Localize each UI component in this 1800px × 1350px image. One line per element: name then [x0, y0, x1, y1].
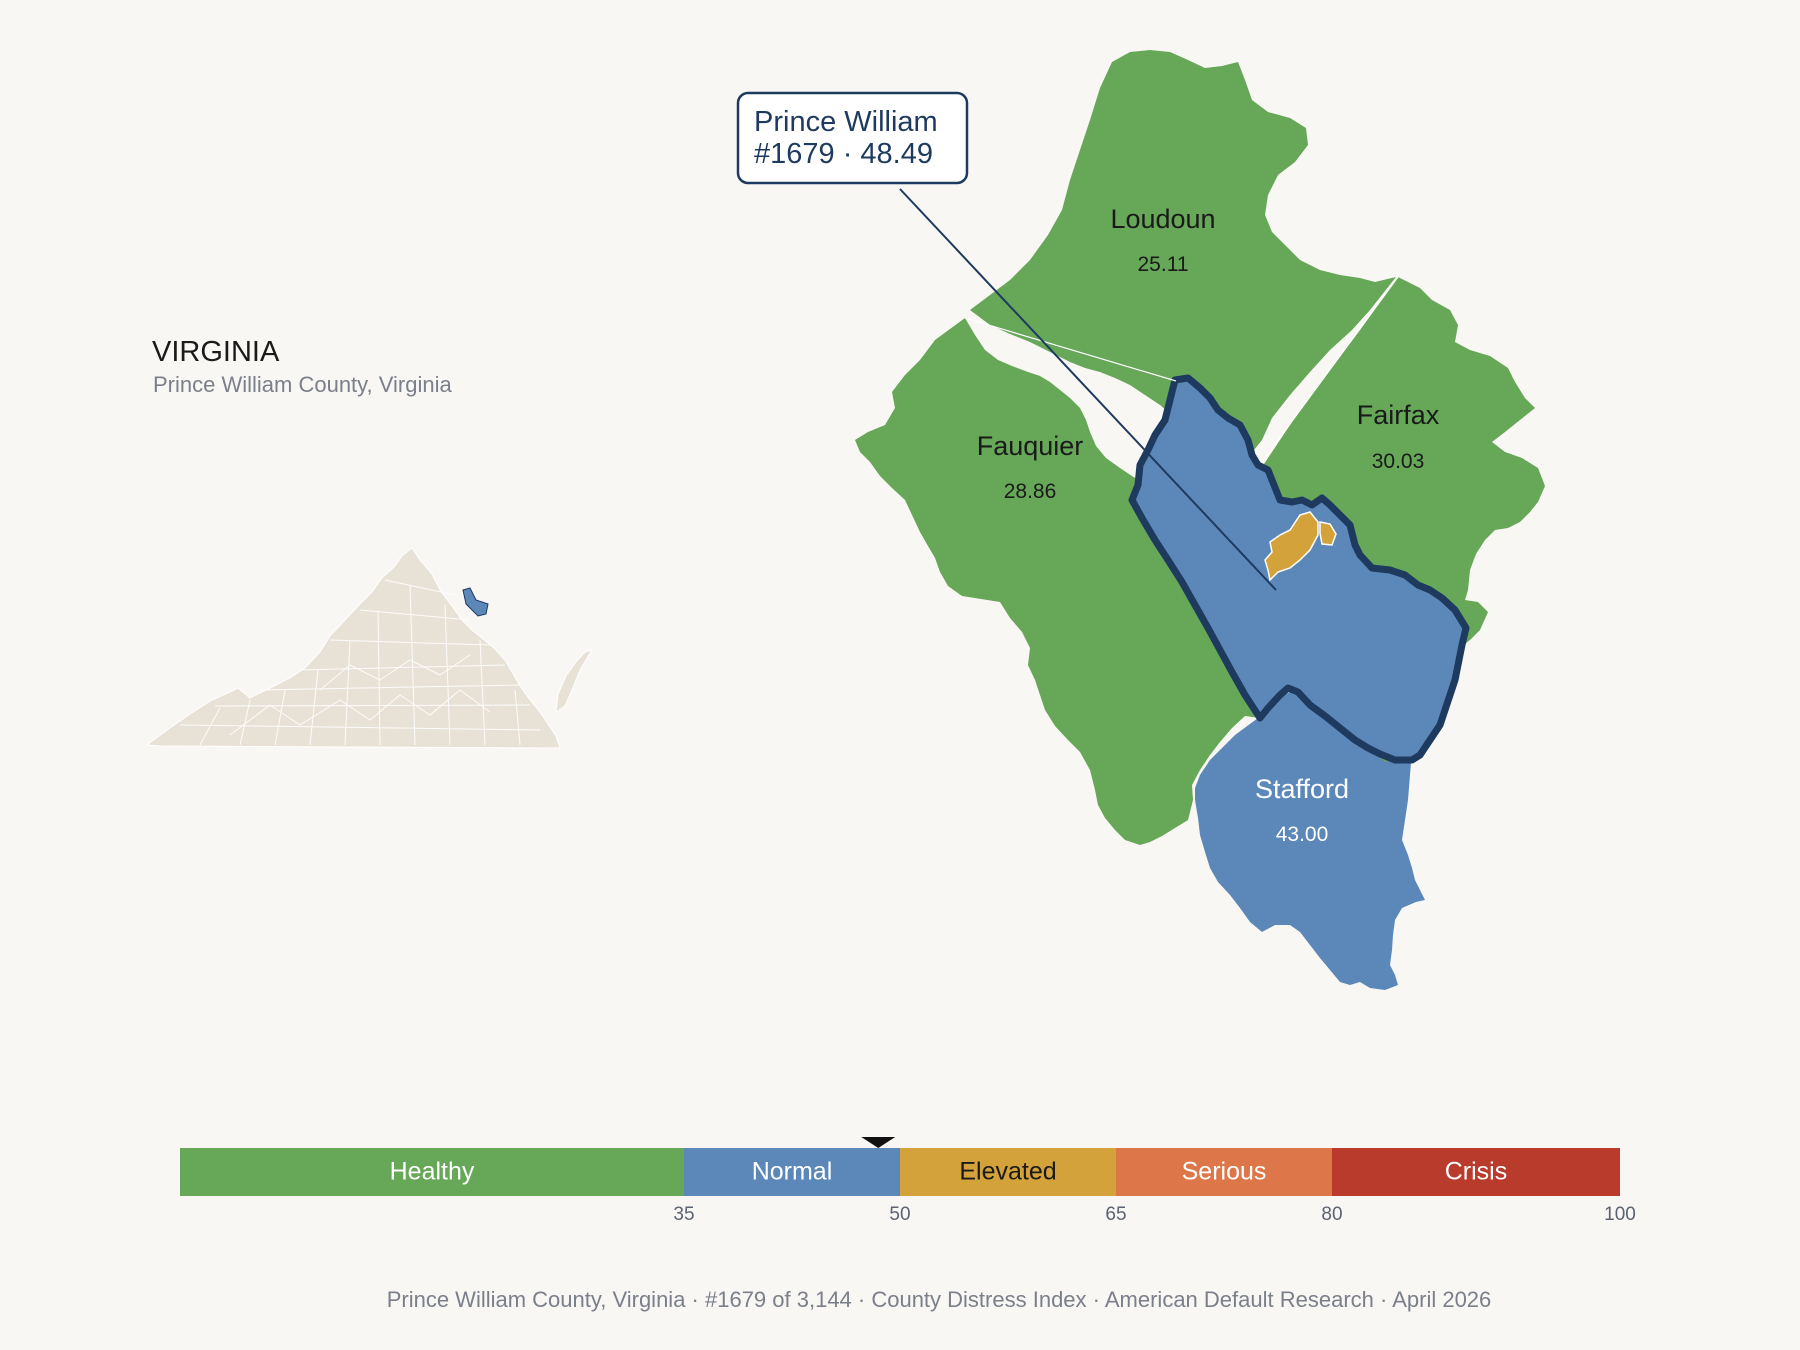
callout-line2: #1679 · 48.49: [754, 138, 933, 170]
scale-segment-serious: [1116, 1148, 1332, 1196]
scale-tick-65: 65: [1105, 1204, 1126, 1225]
scale-label-elevated: Elevated: [959, 1158, 1056, 1186]
scale-segment-elevated: [900, 1148, 1116, 1196]
scale-tick-35: 35: [673, 1204, 694, 1225]
scale-label-serious: Serious: [1182, 1158, 1267, 1186]
scale-segment-normal: [684, 1148, 900, 1196]
county-labels: Loudoun 25.11 Fairfax 30.03 Fauquier 28.…: [977, 204, 1440, 846]
scale-segment-crisis: [1332, 1148, 1620, 1196]
county-fauquier: [855, 318, 1262, 845]
virginia-locator-map: [145, 547, 594, 749]
scale-tick-100: 100: [1604, 1204, 1636, 1225]
callout: Prince William #1679 · 48.49: [736, 91, 1277, 591]
enclave-manassas: [1264, 511, 1319, 582]
county-loudoun: [970, 50, 1396, 455]
scale-marker: [861, 1137, 896, 1148]
scale-label-crisis: Crisis: [1445, 1158, 1508, 1186]
county-value-loudoun: 25.11: [1138, 253, 1189, 276]
county-label-fairfax: Fairfax: [1357, 400, 1440, 430]
callout-box: [736, 91, 969, 185]
locator-prince-william: [462, 587, 489, 617]
county-boundaries: [964, 276, 1399, 463]
county-label-loudoun: Loudoun: [1110, 204, 1215, 234]
county-value-fairfax: 30.03: [1372, 450, 1425, 473]
county-value-fauquier: 28.86: [1004, 480, 1057, 503]
scale-tick-50: 50: [889, 1204, 910, 1225]
scale-segment-healthy: [180, 1148, 684, 1196]
county-prince-william: [1128, 374, 1470, 764]
county-value-stafford: 43.00: [1276, 823, 1329, 846]
footer-text: Prince William County, Virginia · #1679 …: [387, 1287, 1492, 1312]
state-title: VIRGINIA: [152, 336, 280, 368]
county-shapes: [855, 50, 1545, 990]
scale-label-healthy: Healthy: [390, 1158, 475, 1186]
virginia-state-shape: [145, 547, 561, 749]
scale-tick-80: 80: [1321, 1204, 1342, 1225]
callout-line1: Prince William: [754, 106, 938, 138]
callout-leader-line: [899, 188, 1277, 591]
scale-label-normal: Normal: [752, 1158, 833, 1186]
enclave-manassas-park: [1319, 521, 1337, 546]
county-label-fauquier: Fauquier: [977, 431, 1084, 461]
state-subtitle: Prince William County, Virginia: [153, 372, 452, 397]
county-stafford: [1195, 692, 1425, 990]
county-label-stafford: Stafford: [1255, 774, 1349, 804]
distress-scale-bar: Healthy Normal Elevated Serious Crisis 35 50 65…: [180, 1137, 1636, 1225]
